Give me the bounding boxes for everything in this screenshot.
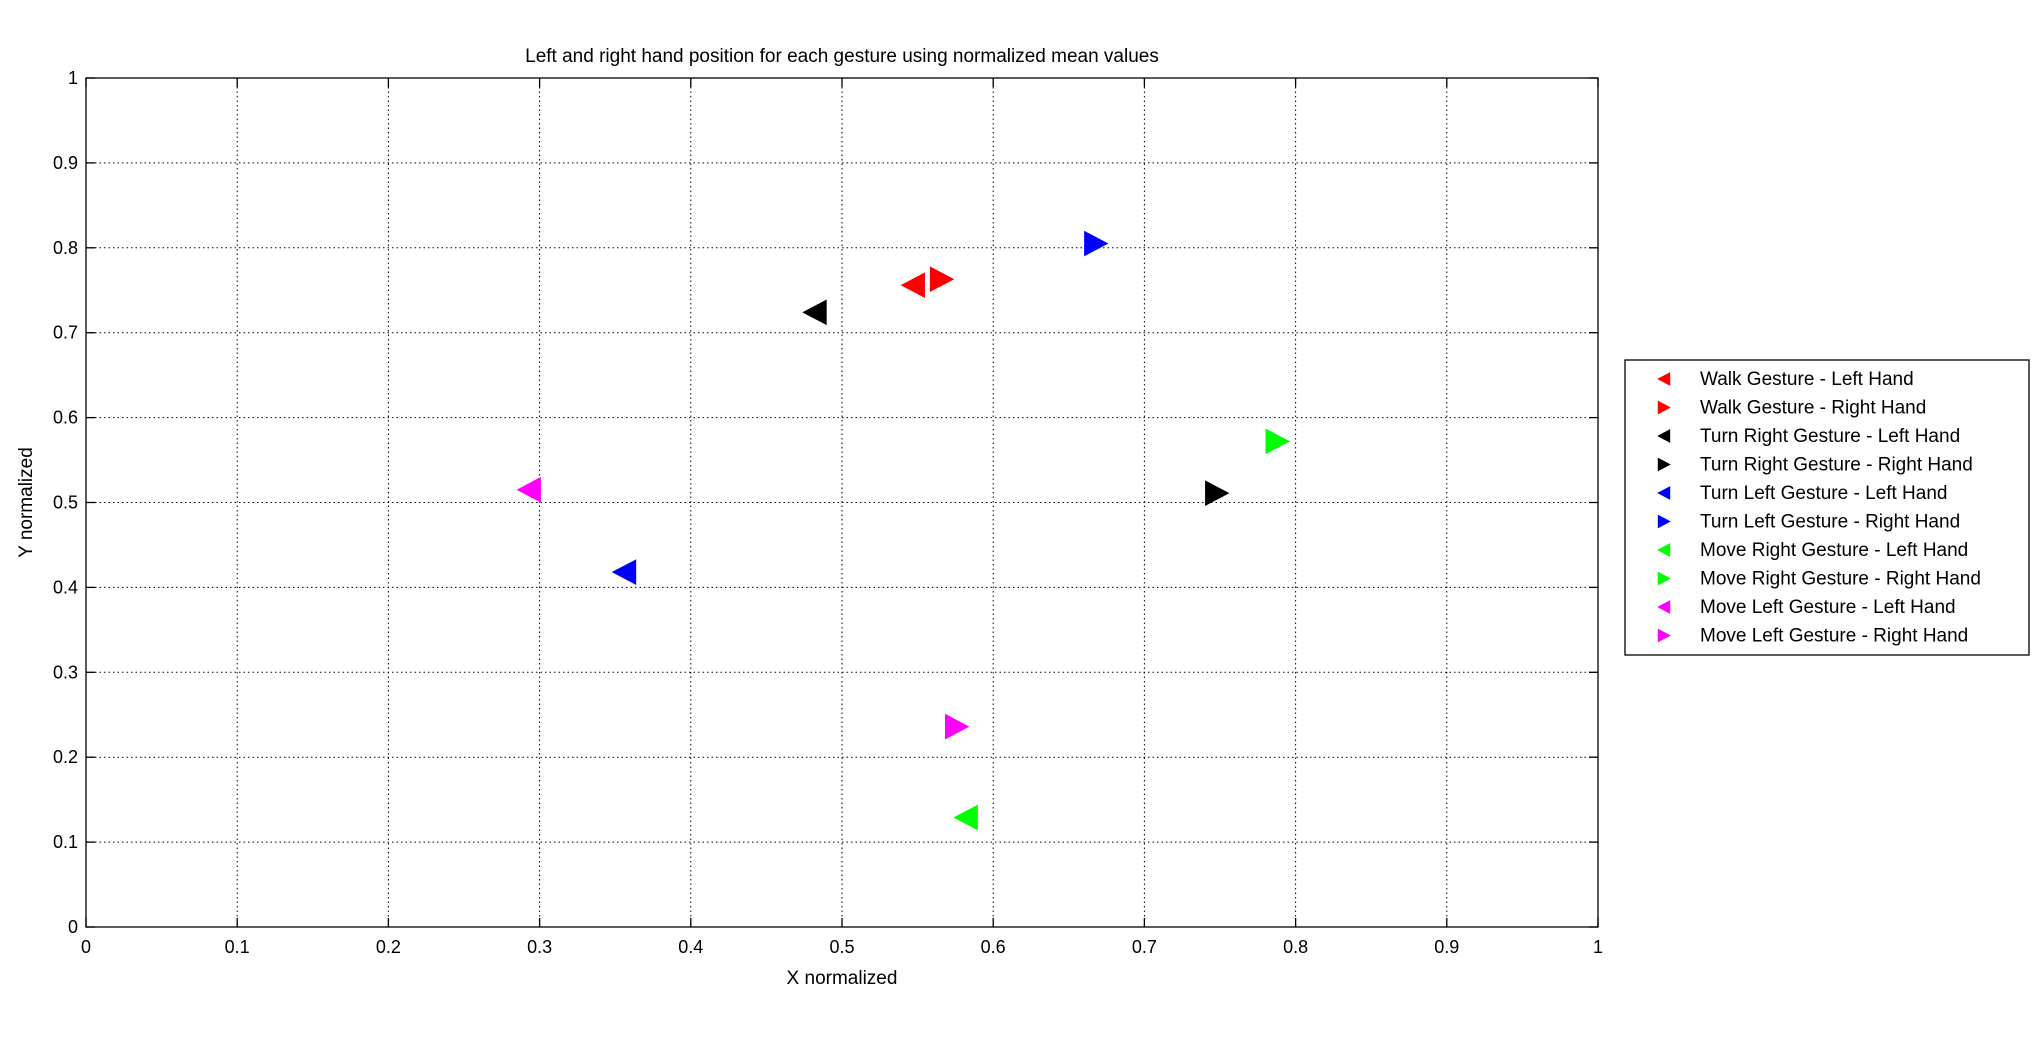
y-axis-label: Y normalized <box>16 447 37 558</box>
legend-marker <box>1657 600 1671 614</box>
legend-items: Walk Gesture - Left Hand Walk Gesture - R… <box>1657 369 1981 647</box>
legend-marker <box>1657 628 1671 643</box>
y-tick-label: 0.9 <box>53 153 78 173</box>
x-tick-label: 0.7 <box>1132 937 1157 957</box>
legend-marker <box>1657 514 1671 529</box>
y-tick-label: 1 <box>68 68 78 88</box>
y-tick-label: 0 <box>68 917 78 937</box>
x-tick-label: 0.6 <box>981 937 1006 957</box>
legend-marker <box>1657 486 1671 500</box>
legend-label: Walk Gesture - Left Hand <box>1700 369 1914 390</box>
x-tick-label: 0.1 <box>225 937 250 957</box>
chart-title: Left and right hand position for each ge… <box>525 46 1159 67</box>
axis-ticks: 0 0.1 0.2 0.3 0.4 0.5 0.6 0.7 0.8 0.9 1 0 0.1 0.2 0.3 0… <box>53 68 1603 957</box>
x-tick-label: 0.5 <box>829 937 854 957</box>
legend-box <box>1624 359 2030 656</box>
x-tick-label: 0.2 <box>376 937 401 957</box>
data-point-7 <box>953 804 978 831</box>
legend-marker <box>1657 429 1671 443</box>
y-tick-label: 0.7 <box>53 323 78 343</box>
legend: Walk Gesture - Left Hand Walk Gesture - R… <box>1624 359 2030 656</box>
grid-lines <box>86 78 1598 927</box>
legend-label: Walk Gesture - Right Hand <box>1700 398 1926 419</box>
data-point-9 <box>516 476 541 503</box>
x-axis-label: X normalized <box>787 968 898 989</box>
data-point-10 <box>945 713 970 740</box>
data-point-8 <box>1265 428 1290 455</box>
x-tick-label: 1 <box>1593 937 1603 957</box>
legend-label: Turn Left Gesture - Left Hand <box>1700 483 1947 504</box>
y-tick-label: 0.2 <box>53 747 78 767</box>
legend-label: Turn Right Gesture - Right Hand <box>1700 455 1973 476</box>
legend-label: Move Left Gesture - Left Hand <box>1700 597 1956 618</box>
y-tick-label: 0.3 <box>53 662 78 682</box>
x-tick-label: 0.4 <box>678 937 703 957</box>
y-tick-label: 0.6 <box>53 408 78 428</box>
legend-marker <box>1657 372 1671 386</box>
data-point-4 <box>1205 480 1230 506</box>
data-point-6 <box>1084 230 1109 257</box>
x-tick-label: 0.8 <box>1283 937 1308 957</box>
legend-marker <box>1657 571 1671 586</box>
data-point-1 <box>900 272 925 298</box>
legend-label: Turn Left Gesture - Right Hand <box>1700 512 1960 533</box>
legend-label: Move Right Gesture - Left Hand <box>1700 540 1968 561</box>
legend-marker <box>1657 543 1671 557</box>
x-tick-label: 0.9 <box>1434 937 1459 957</box>
legend-label: Turn Right Gesture - Left Hand <box>1700 426 1960 447</box>
y-tick-label: 0.8 <box>53 238 78 258</box>
y-tick-label: 0.1 <box>53 832 78 852</box>
data-markers <box>516 230 1290 831</box>
x-tick-label: 0.3 <box>527 937 552 957</box>
legend-label: Move Left Gesture - Right Hand <box>1700 626 1968 647</box>
y-tick-label: 0.5 <box>53 493 78 513</box>
x-tick-label: 0 <box>81 937 91 957</box>
legend-marker <box>1657 400 1671 415</box>
legend-label: Move Right Gesture - Right Hand <box>1700 569 1981 590</box>
y-tick-label: 0.4 <box>53 577 78 597</box>
legend-marker <box>1657 457 1671 472</box>
data-point-5 <box>611 559 637 585</box>
data-point-3 <box>802 299 827 326</box>
data-point-2 <box>929 266 955 293</box>
